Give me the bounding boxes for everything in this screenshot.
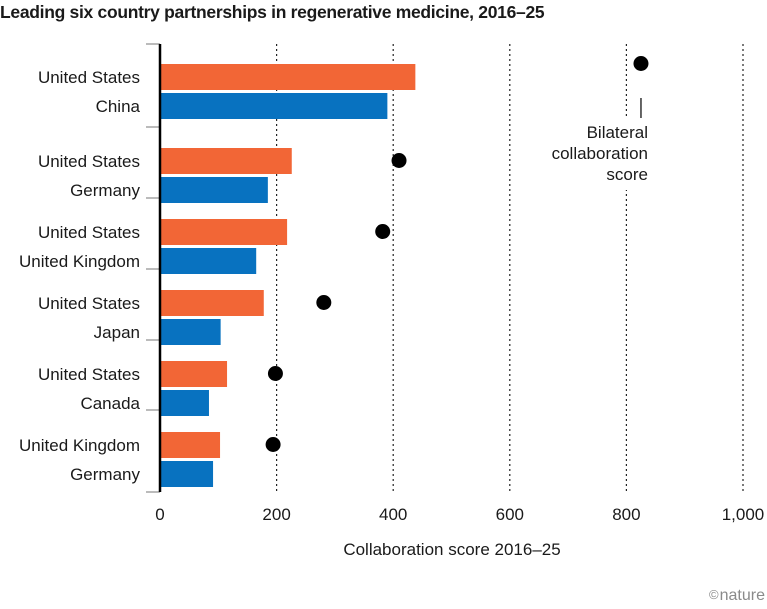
- chart-title: Leading six country partnerships in rege…: [0, 2, 545, 22]
- copyright-symbol: ©: [709, 587, 719, 602]
- bar-first-partner-4: [160, 361, 228, 387]
- annotation-text-line-2: score: [606, 165, 648, 184]
- label-first-partner-1: United States: [38, 152, 140, 171]
- label-second-partner-0: China: [96, 97, 141, 116]
- bar-second-partner-5: [160, 461, 214, 487]
- label-second-partner-5: Germany: [70, 465, 140, 484]
- annotation-text-line-0: Bilateral: [587, 123, 648, 142]
- bilateral-score-dot-3: [316, 295, 332, 310]
- bar-first-partner-1: [160, 148, 292, 174]
- label-second-partner-2: United Kingdom: [19, 252, 140, 271]
- label-second-partner-4: Canada: [80, 394, 140, 413]
- label-first-partner-2: United States: [38, 223, 140, 242]
- label-second-partner-1: Germany: [70, 181, 140, 200]
- bilateral-score-dot-4: [267, 366, 283, 381]
- bar-second-partner-2: [160, 248, 257, 274]
- x-axis-label: Collaboration score 2016–25: [343, 540, 560, 559]
- x-tick-label-1000: 1,000: [722, 505, 765, 524]
- bar-second-partner-3: [160, 319, 221, 345]
- x-tick-label-600: 600: [496, 505, 524, 524]
- x-tick-label-800: 800: [612, 505, 640, 524]
- label-first-partner-4: United States: [38, 365, 140, 384]
- bar-first-partner-0: [160, 64, 416, 90]
- label-first-partner-0: United States: [38, 68, 140, 87]
- x-tick-label-400: 400: [379, 505, 407, 524]
- x-tick-label-0: 0: [155, 505, 164, 524]
- bar-first-partner-5: [160, 432, 221, 458]
- bilateral-score-dot-2: [375, 224, 391, 239]
- bilateral-score-dot-1: [391, 153, 407, 168]
- bar-first-partner-3: [160, 290, 264, 316]
- credit-text: nature: [719, 587, 765, 604]
- bilateral-score-dot-5: [265, 437, 281, 452]
- x-tick-label-200: 200: [262, 505, 290, 524]
- bar-first-partner-2: [160, 219, 288, 245]
- credit-nature: ©nature: [709, 587, 765, 605]
- annotation-background: [528, 118, 652, 190]
- bilateral-score-dot-0: [633, 56, 649, 71]
- label-second-partner-3: Japan: [94, 323, 140, 342]
- bar-second-partner-0: [160, 93, 388, 119]
- label-first-partner-3: United States: [38, 294, 140, 313]
- bar-second-partner-4: [160, 390, 209, 416]
- annotation-text-line-1: collaboration: [552, 144, 648, 163]
- label-first-partner-5: United Kingdom: [19, 436, 140, 455]
- bar-second-partner-1: [160, 177, 268, 203]
